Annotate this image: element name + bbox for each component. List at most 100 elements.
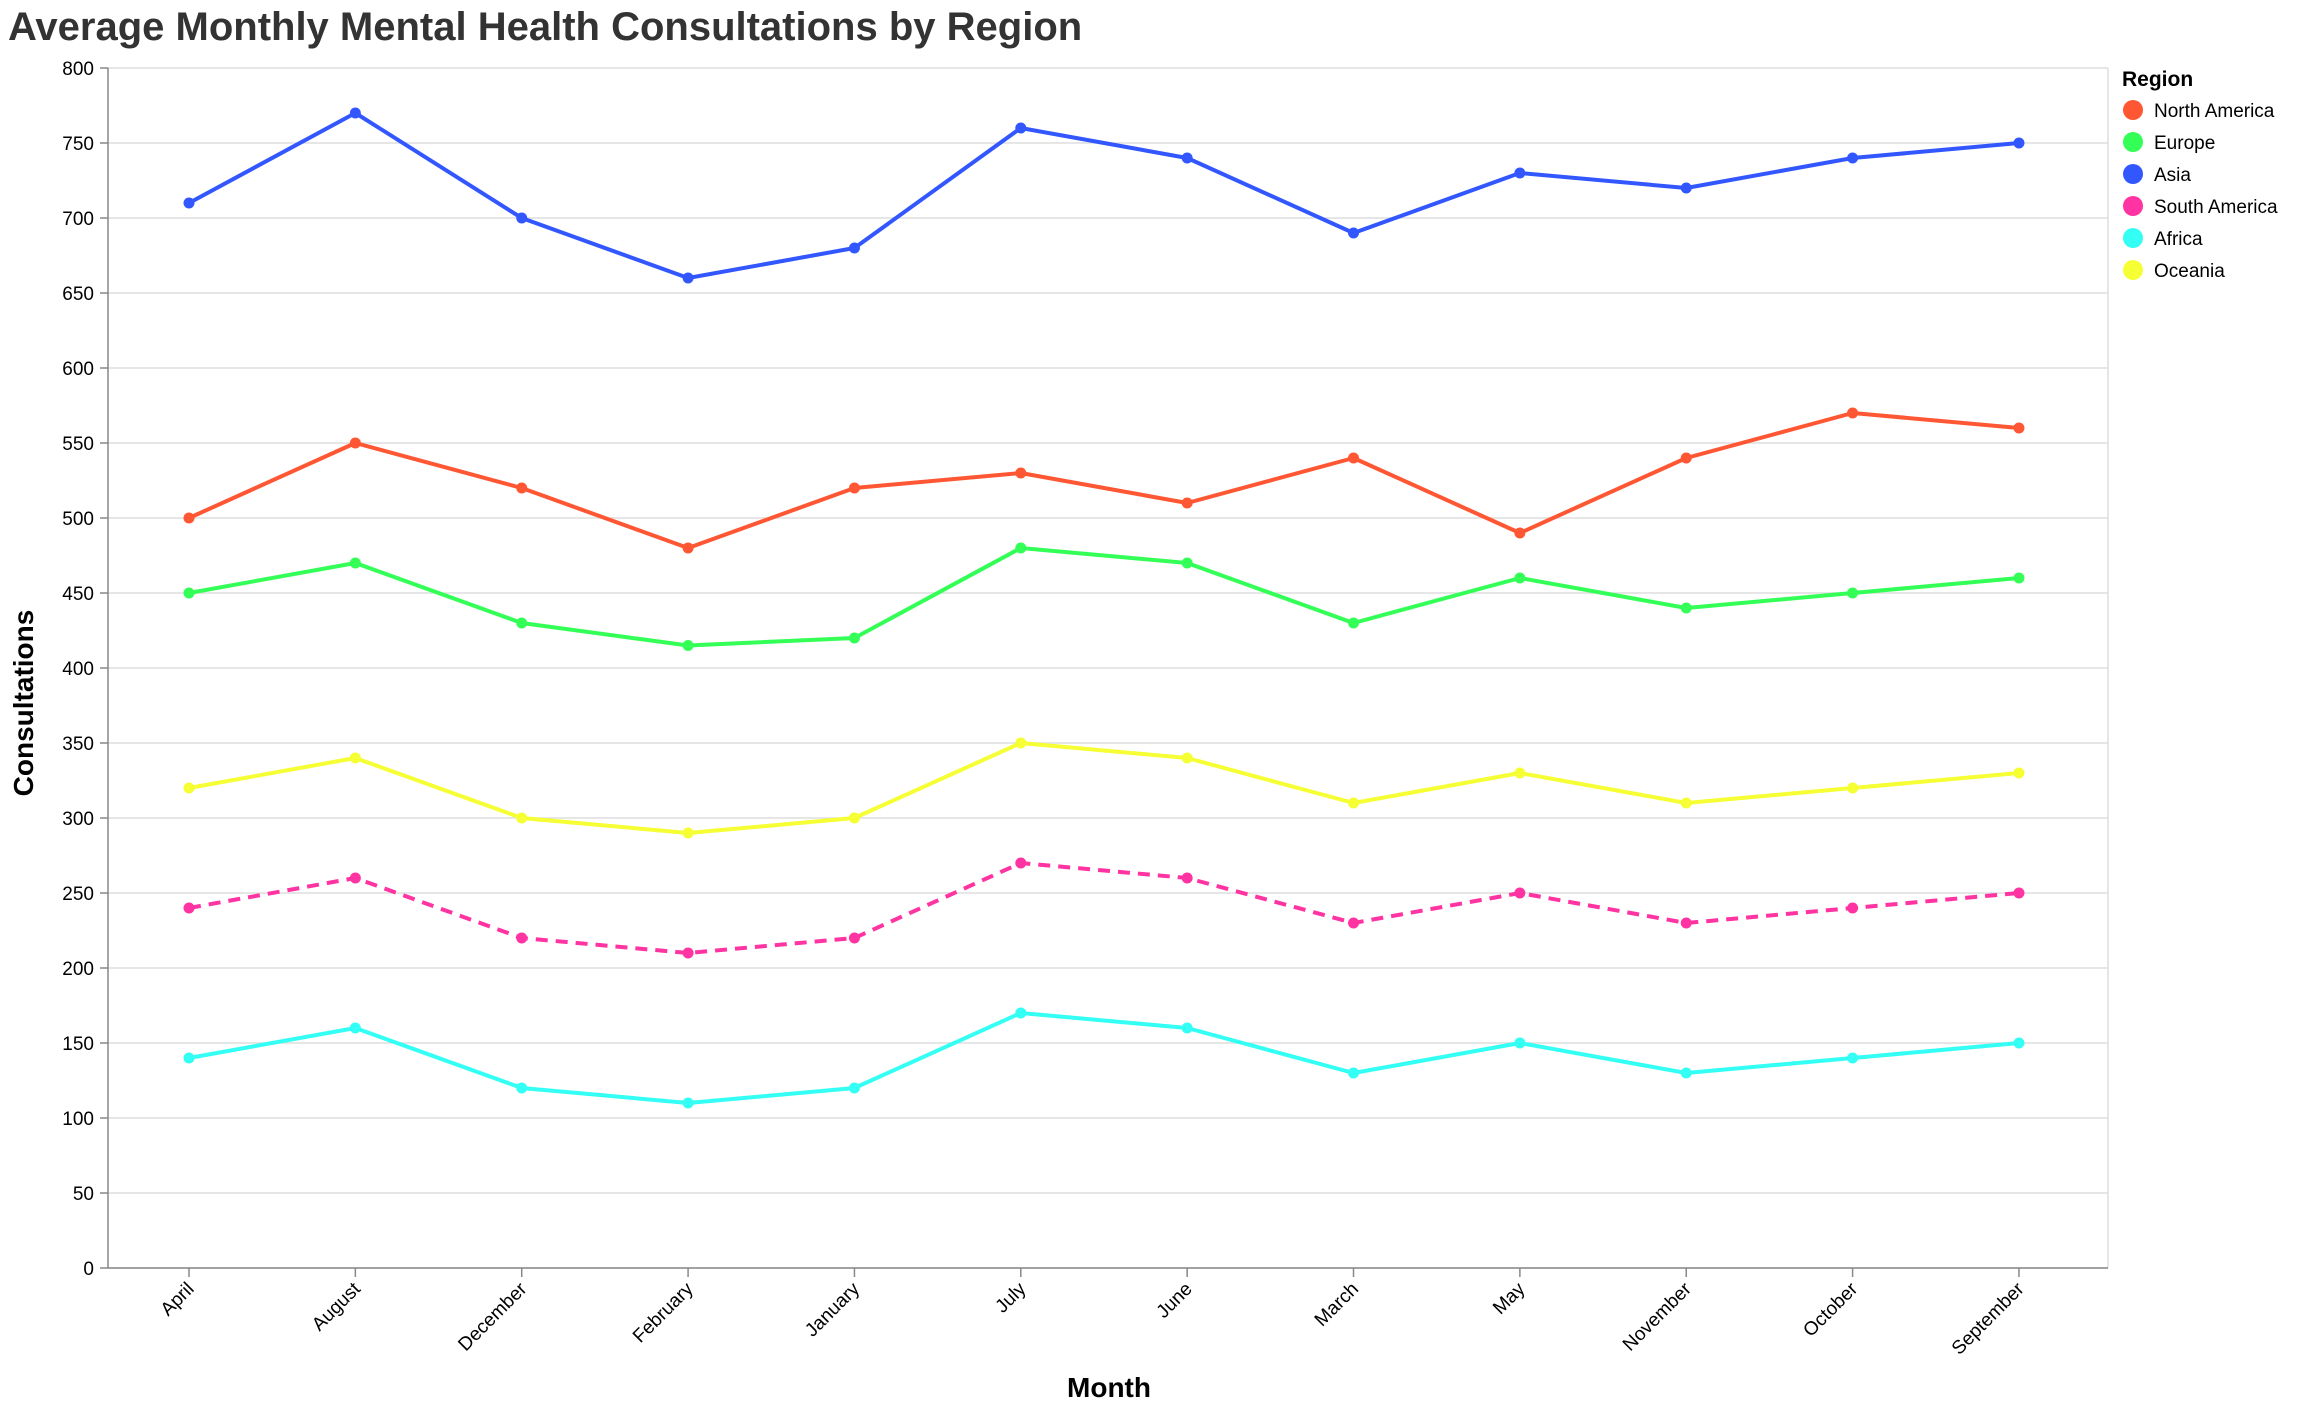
- series-south-america: [183, 857, 2025, 959]
- data-point-europe-september[interactable]: [2013, 572, 2025, 584]
- axes: 0 50 100 150 200 250 300 350 400 450 500 550 600 650 7…: [62, 59, 2108, 1359]
- data-point-south-america-january[interactable]: [848, 932, 860, 944]
- legend-item-europe[interactable]: Europe: [2123, 132, 2215, 154]
- data-point-oceania-january[interactable]: [848, 812, 860, 824]
- legend-label: North America: [2154, 101, 2275, 122]
- data-point-south-america-february[interactable]: [682, 947, 694, 959]
- data-point-europe-october[interactable]: [1847, 587, 1859, 599]
- data-point-south-america-march[interactable]: [1348, 917, 1360, 929]
- data-point-south-america-november[interactable]: [1680, 917, 1692, 929]
- data-point-europe-august[interactable]: [349, 557, 361, 569]
- data-point-africa-september[interactable]: [2013, 1037, 2025, 1049]
- data-point-africa-july[interactable]: [1015, 1007, 1027, 1019]
- data-point-north-america-november[interactable]: [1680, 452, 1692, 464]
- y-tick-label: 300: [62, 809, 94, 830]
- y-tick-label: 200: [62, 959, 94, 980]
- data-point-north-america-january[interactable]: [848, 482, 860, 494]
- data-point-south-america-june[interactable]: [1181, 872, 1193, 884]
- data-point-north-america-september[interactable]: [2013, 422, 2025, 434]
- data-point-africa-december[interactable]: [516, 1082, 528, 1094]
- data-point-oceania-august[interactable]: [349, 752, 361, 764]
- data-point-africa-august[interactable]: [349, 1022, 361, 1034]
- data-point-africa-october[interactable]: [1847, 1052, 1859, 1064]
- series-oceania: [183, 737, 2025, 839]
- data-point-asia-november[interactable]: [1680, 182, 1692, 194]
- data-point-oceania-february[interactable]: [682, 827, 694, 839]
- data-point-asia-june[interactable]: [1181, 152, 1193, 164]
- data-point-asia-march[interactable]: [1348, 227, 1360, 239]
- y-tick-label: 650: [62, 284, 94, 305]
- data-point-africa-june[interactable]: [1181, 1022, 1193, 1034]
- data-point-oceania-july[interactable]: [1015, 737, 1027, 749]
- data-point-north-america-august[interactable]: [349, 437, 361, 449]
- data-point-north-america-december[interactable]: [516, 482, 528, 494]
- data-point-asia-january[interactable]: [848, 242, 860, 254]
- data-point-north-america-july[interactable]: [1015, 467, 1027, 479]
- data-point-africa-march[interactable]: [1348, 1067, 1360, 1079]
- data-point-south-america-april[interactable]: [183, 902, 195, 914]
- data-point-asia-august[interactable]: [349, 107, 361, 119]
- data-point-asia-december[interactable]: [516, 212, 528, 224]
- y-tick-label: 50: [73, 1184, 94, 1205]
- data-point-asia-september[interactable]: [2013, 137, 2025, 149]
- data-point-africa-february[interactable]: [682, 1097, 694, 1109]
- data-point-south-america-july[interactable]: [1015, 857, 1027, 869]
- data-point-north-america-february[interactable]: [682, 542, 694, 554]
- data-point-europe-july[interactable]: [1015, 542, 1027, 554]
- data-point-south-america-october[interactable]: [1847, 902, 1859, 914]
- legend-item-asia[interactable]: Asia: [2123, 164, 2191, 186]
- data-point-south-america-august[interactable]: [349, 872, 361, 884]
- x-tick-label-november: November: [1619, 1278, 1696, 1355]
- x-tick-label-september: September: [1948, 1278, 2029, 1359]
- data-point-europe-june[interactable]: [1181, 557, 1193, 569]
- data-point-africa-november[interactable]: [1680, 1067, 1692, 1079]
- series-asia: [183, 107, 2025, 284]
- data-point-europe-december[interactable]: [516, 617, 528, 629]
- legend-item-north-america[interactable]: North America: [2123, 100, 2275, 122]
- data-point-oceania-december[interactable]: [516, 812, 528, 824]
- data-point-oceania-november[interactable]: [1680, 797, 1692, 809]
- data-point-oceania-september[interactable]: [2013, 767, 2025, 779]
- data-point-oceania-june[interactable]: [1181, 752, 1193, 764]
- data-point-south-america-may[interactable]: [1514, 887, 1526, 899]
- x-tick-label-february: February: [629, 1278, 698, 1347]
- data-point-asia-may[interactable]: [1514, 167, 1526, 179]
- data-point-south-america-december[interactable]: [516, 932, 528, 944]
- legend-swatch: [2123, 228, 2143, 248]
- data-point-oceania-may[interactable]: [1514, 767, 1526, 779]
- data-point-north-america-march[interactable]: [1348, 452, 1360, 464]
- data-point-oceania-march[interactable]: [1348, 797, 1360, 809]
- data-point-europe-april[interactable]: [183, 587, 195, 599]
- data-point-north-america-october[interactable]: [1847, 407, 1859, 419]
- data-point-europe-november[interactable]: [1680, 602, 1692, 614]
- legend-item-africa[interactable]: Africa: [2123, 228, 2203, 250]
- data-point-north-america-april[interactable]: [183, 512, 195, 524]
- legend-title: Region: [2122, 68, 2193, 91]
- x-axis-title: Month: [1067, 1372, 1151, 1403]
- data-point-oceania-october[interactable]: [1847, 782, 1859, 794]
- data-point-africa-april[interactable]: [183, 1052, 195, 1064]
- y-tick-label: 500: [62, 509, 94, 530]
- x-tick-label-july: July: [992, 1278, 1031, 1317]
- data-point-africa-january[interactable]: [848, 1082, 860, 1094]
- series-africa: [183, 1007, 2025, 1109]
- data-point-europe-january[interactable]: [848, 632, 860, 644]
- data-point-north-america-june[interactable]: [1181, 497, 1193, 509]
- data-point-south-america-september[interactable]: [2013, 887, 2025, 899]
- legend-item-south-america[interactable]: South America: [2123, 196, 2278, 218]
- data-point-africa-may[interactable]: [1514, 1037, 1526, 1049]
- data-point-asia-april[interactable]: [183, 197, 195, 209]
- data-point-asia-october[interactable]: [1847, 152, 1859, 164]
- data-point-europe-february[interactable]: [682, 640, 694, 651]
- series-lines: [183, 107, 2025, 1109]
- data-point-asia-july[interactable]: [1015, 122, 1027, 134]
- data-point-europe-march[interactable]: [1348, 617, 1360, 629]
- data-point-europe-may[interactable]: [1514, 572, 1526, 584]
- x-tick-label-august: August: [308, 1278, 365, 1335]
- chart-title: Average Monthly Mental Health Consultati…: [8, 5, 1082, 49]
- data-point-oceania-april[interactable]: [183, 782, 195, 794]
- data-point-asia-february[interactable]: [682, 272, 694, 284]
- legend-item-oceania[interactable]: Oceania: [2123, 260, 2225, 282]
- data-point-north-america-may[interactable]: [1514, 527, 1526, 539]
